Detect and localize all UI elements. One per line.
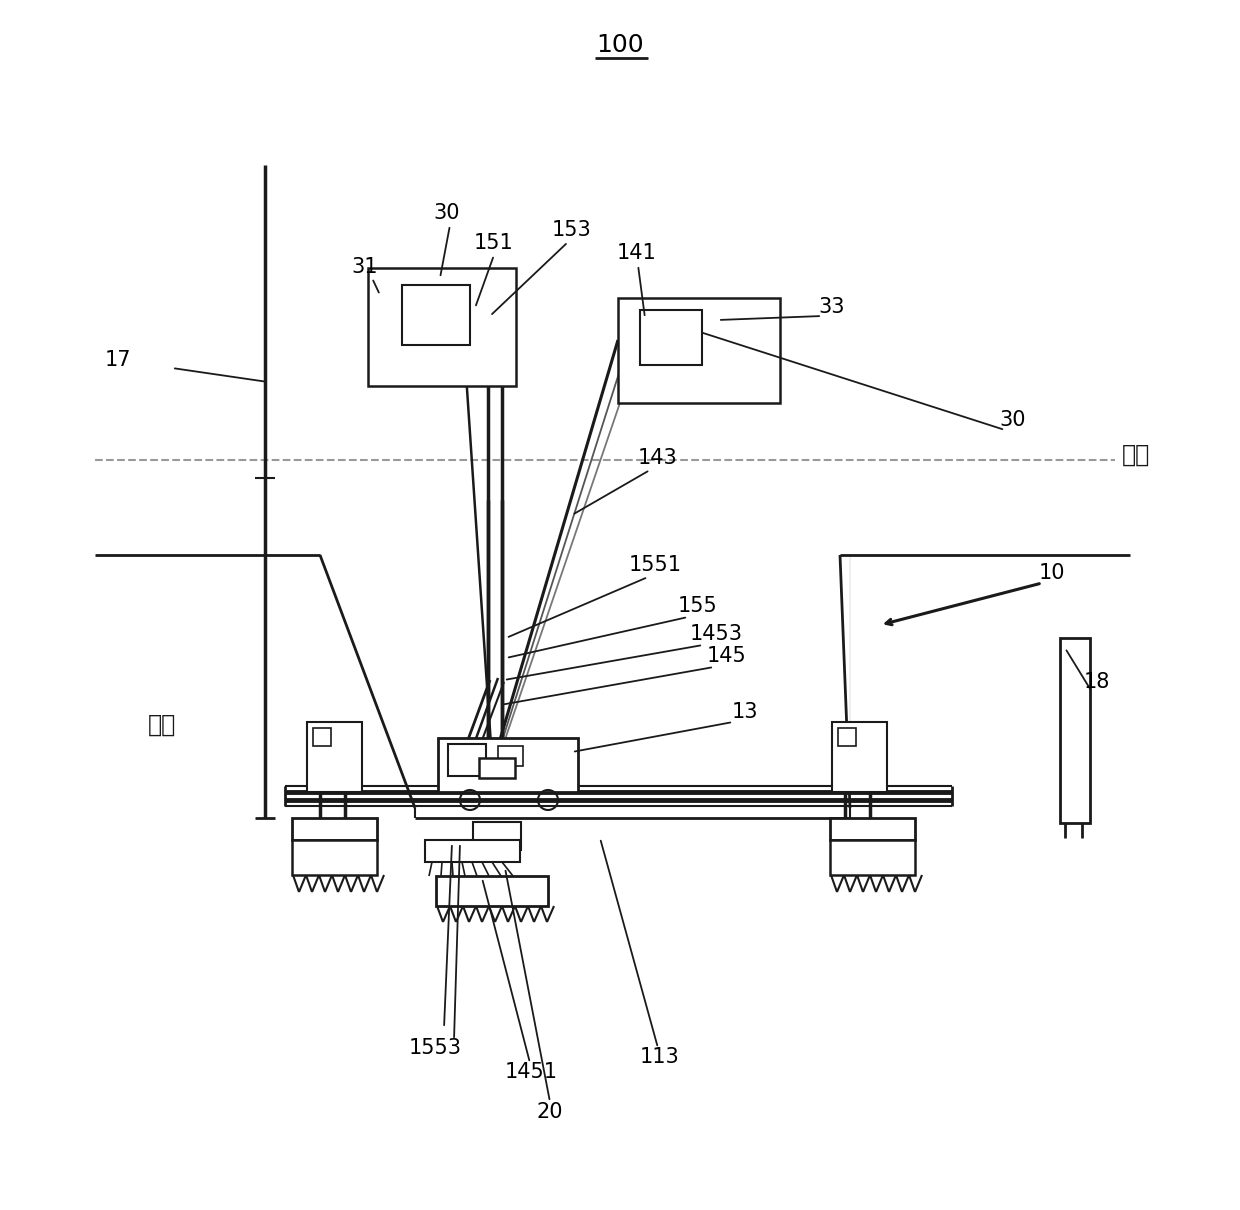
Text: 基槽: 基槽 — [148, 713, 176, 737]
Bar — [438, 738, 578, 793]
Text: 113: 113 — [640, 1047, 680, 1067]
Bar — [291, 840, 377, 875]
Bar — [368, 267, 516, 386]
Text: 145: 145 — [707, 646, 746, 666]
Text: 水面: 水面 — [1122, 443, 1151, 467]
Text: 17: 17 — [104, 350, 131, 370]
Bar — [312, 728, 331, 747]
Text: 100: 100 — [596, 33, 644, 57]
Text: 1453: 1453 — [689, 624, 743, 644]
Bar — [618, 298, 780, 403]
Text: 155: 155 — [678, 597, 718, 616]
Bar — [830, 818, 915, 840]
Text: 31: 31 — [352, 257, 378, 277]
Bar — [308, 722, 362, 793]
Text: 10: 10 — [1039, 563, 1065, 583]
Text: 141: 141 — [618, 243, 657, 263]
Bar — [479, 757, 515, 778]
Bar — [498, 747, 523, 766]
Bar — [830, 840, 915, 875]
Bar — [832, 722, 887, 793]
Text: 30: 30 — [434, 203, 460, 223]
Bar — [1060, 638, 1090, 823]
Bar — [425, 840, 520, 862]
Bar — [838, 728, 856, 747]
Text: 153: 153 — [552, 220, 591, 240]
Bar — [402, 286, 470, 345]
Text: 143: 143 — [639, 448, 678, 468]
Bar — [472, 822, 521, 849]
Text: 20: 20 — [537, 1102, 563, 1122]
Text: 30: 30 — [999, 410, 1027, 430]
Bar — [291, 818, 377, 840]
Text: 1551: 1551 — [629, 555, 682, 575]
Text: 1451: 1451 — [505, 1062, 558, 1082]
Text: 151: 151 — [474, 234, 513, 253]
Bar — [436, 876, 548, 906]
Text: 33: 33 — [818, 296, 846, 317]
Text: 18: 18 — [1084, 672, 1110, 692]
Bar — [448, 744, 486, 776]
Bar — [640, 310, 702, 365]
Text: 13: 13 — [732, 702, 758, 722]
Text: 1553: 1553 — [408, 1038, 461, 1058]
